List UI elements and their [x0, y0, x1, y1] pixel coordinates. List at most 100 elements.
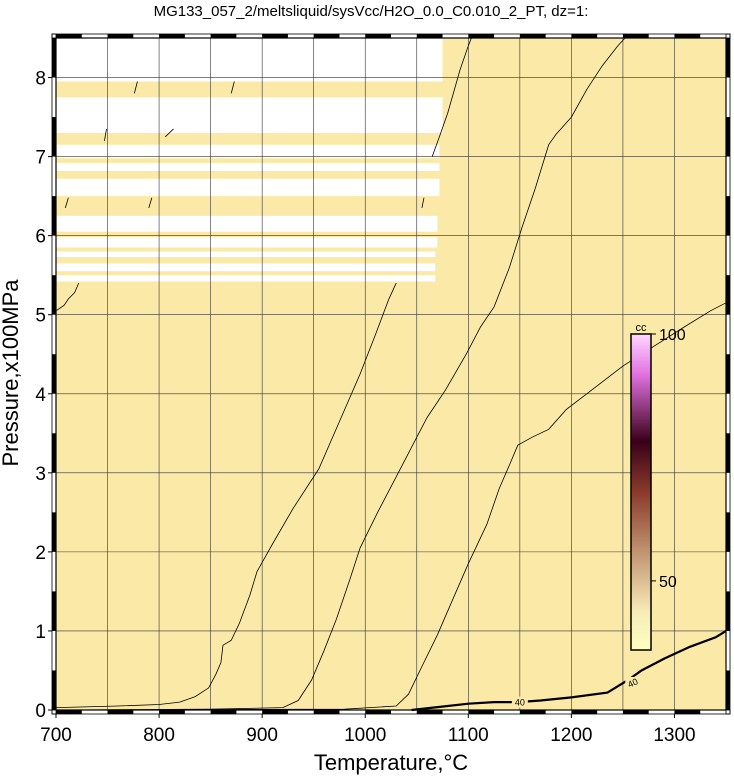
x-tick-label-4: 1100 — [448, 725, 489, 746]
field-background — [56, 38, 726, 710]
frame-checker-bottom-22 — [622, 710, 649, 714]
y-axis-ticks: 0 1 2 3 4 5 6 7 8 — [35, 69, 52, 722]
frame-checker-bottom-12 — [365, 710, 391, 714]
frame-checker-bottom-10 — [313, 710, 340, 714]
frame-checker-top-20 — [571, 34, 598, 38]
contour-line-5 — [55, 282, 80, 312]
contour-label-1: 40 — [626, 676, 639, 689]
frame-checker-right-14 — [726, 117, 730, 157]
frame-checker-right-10 — [726, 275, 730, 315]
frame-checker-top-2 — [107, 34, 134, 38]
frame-checker-bottom-20 — [571, 710, 598, 714]
frame-checker-top-22 — [622, 34, 649, 38]
missing-region-5 — [56, 215, 438, 232]
frame-checker-top-16 — [468, 34, 495, 38]
frame-checker-left-0 — [52, 670, 56, 710]
missing-region-6 — [56, 237, 438, 248]
contour-line-4 — [431, 37, 472, 157]
contour-labels: 40 40 — [511, 676, 642, 708]
missing-data-regions — [56, 38, 443, 282]
frame-checker-left-12 — [52, 196, 56, 236]
contour-fragment-4 — [64, 197, 69, 209]
x-tick-label-0: 700 — [40, 725, 72, 746]
frame-checker-top-4 — [159, 34, 185, 38]
frame-checker-bottom-2 — [107, 710, 134, 714]
axes-frame — [51, 33, 731, 715]
y-tick-label-5: 5 — [35, 306, 46, 327]
y-tick-label-7: 7 — [35, 148, 46, 169]
contour-fragment-1 — [230, 81, 235, 94]
frame-checker-top-24 — [674, 34, 701, 38]
frame-checker-right-8 — [726, 354, 730, 394]
frame-checker-bottom-6 — [210, 710, 237, 714]
chart-title: MG133_057_2/meltsliquid/sysVcc/H2O_0.0_C… — [154, 3, 589, 20]
x-tick-label-3: 1000 — [344, 725, 386, 746]
frame-checker-left-2 — [52, 591, 56, 631]
y-tick-label-2: 2 — [35, 543, 46, 564]
frame-checker-top-14 — [416, 34, 443, 38]
frame-checker-top-18 — [519, 34, 546, 38]
frame-checker-bottom-14 — [416, 710, 443, 714]
contour-label-bg-1 — [625, 676, 642, 688]
x-tick-label-6: 1300 — [653, 725, 695, 746]
colorbar-tick-label-1: 100 — [659, 327, 686, 344]
missing-region-8 — [56, 263, 436, 272]
colorbar-ramp — [630, 333, 652, 651]
y-tick-label-3: 3 — [35, 464, 46, 485]
grid-lines — [56, 38, 726, 710]
frame-checker-top-6 — [210, 34, 237, 38]
frame-checker-top-10 — [313, 34, 340, 38]
missing-region-3 — [56, 162, 440, 171]
contour-label-bg-0 — [511, 696, 528, 708]
frame-checker-bottom-0 — [56, 710, 82, 714]
frame-checker-left-14 — [52, 117, 56, 157]
frame-checker-right-2 — [726, 591, 730, 631]
x-tick-label-5: 1200 — [550, 725, 592, 746]
frame-checker-right-0 — [726, 670, 730, 710]
colorbar-tick-label-0: 50 — [659, 574, 677, 591]
frame-checker-bottom-18 — [519, 710, 546, 714]
contour-fragment-2 — [104, 128, 107, 141]
missing-region-0 — [56, 38, 443, 82]
missing-region-7 — [56, 251, 436, 257]
frame-checker-top-0 — [56, 34, 82, 38]
frame-checker-bottom-24 — [674, 710, 701, 714]
frame-checker-bottom-4 — [159, 710, 185, 714]
contour-line-1 — [55, 282, 397, 708]
contour-line-0 — [411, 629, 727, 712]
frame-checker-left-4 — [52, 512, 56, 552]
frame-checker-left-6 — [52, 433, 56, 473]
frame-checker-bottom-16 — [468, 710, 495, 714]
contour-fragment-0 — [133, 81, 138, 94]
contour-line-2 — [55, 37, 626, 711]
contour-label-0: 40 — [515, 698, 525, 708]
x-axis-ticks: 700 800 900 1000 1100 1200 1300 — [40, 714, 696, 746]
y-tick-label-8: 8 — [35, 69, 46, 90]
frame-checker-right-16 — [726, 38, 730, 78]
y-tick-label-4: 4 — [35, 385, 46, 406]
missing-region-2 — [56, 144, 440, 159]
frame-checker-bottom-8 — [262, 710, 288, 714]
frame-checker-top-12 — [365, 34, 391, 38]
y-tick-label-0: 0 — [35, 701, 46, 722]
x-tick-label-1: 800 — [143, 725, 175, 746]
colorbar: 50 100 cc — [630, 322, 686, 651]
frame-checker-right-12 — [726, 196, 730, 236]
y-axis-label: Pressure,x100MPa — [0, 279, 23, 467]
missing-region-9 — [56, 275, 436, 282]
missing-region-1 — [56, 97, 443, 133]
contour-fragment-3 — [164, 128, 174, 138]
frame-checker-left-16 — [52, 38, 56, 78]
y-tick-label-1: 1 — [35, 622, 46, 643]
frame-checker-left-8 — [52, 354, 56, 394]
contour-fragment-6 — [421, 197, 425, 209]
frame-checker-top-8 — [262, 34, 288, 38]
frame-checker-right-4 — [726, 512, 730, 552]
data-field — [56, 38, 726, 710]
frame-checker-right-6 — [726, 433, 730, 473]
colorbar-unit: cc — [636, 322, 648, 334]
contour-fragment-5 — [148, 197, 153, 209]
missing-region-4 — [56, 178, 440, 197]
frame-checker-left-10 — [52, 275, 56, 315]
